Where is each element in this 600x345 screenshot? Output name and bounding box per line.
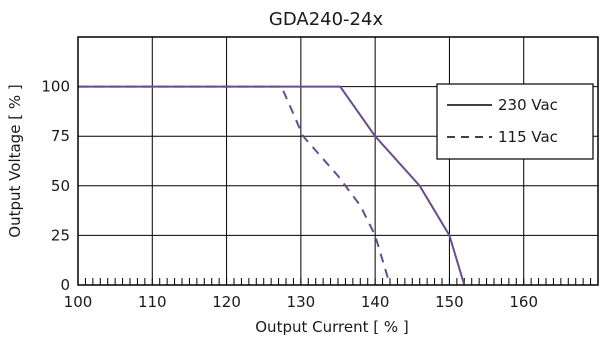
x-tick-label: 150 (435, 293, 464, 311)
y-tick-labels: 0 25 50 75 100 (41, 78, 70, 294)
legend-label-230vac: 230 Vac (498, 96, 558, 114)
x-tick-label: 160 (509, 293, 538, 311)
minor-ticks (84, 278, 592, 285)
legend-label-115vac: 115 Vac (498, 128, 558, 146)
y-tick-label: 25 (51, 226, 70, 244)
y-tick-label: 100 (41, 78, 70, 96)
x-tick-label: 120 (212, 293, 241, 311)
x-tick-label: 130 (287, 293, 316, 311)
x-tick-label: 140 (361, 293, 390, 311)
series-line-230vac (78, 85, 466, 286)
series-lines (78, 85, 466, 286)
y-tick-label: 75 (51, 127, 70, 145)
chart-title: GDA240-24x (269, 9, 384, 30)
legend: 230 Vac 115 Vac (436, 83, 594, 160)
series-line-115vac (78, 85, 391, 286)
x-axis-label: Output Current [ % ] (255, 318, 408, 336)
y-axis-label: Output Voltage [ % ] (6, 84, 24, 237)
y-tick-label: 0 (60, 276, 70, 294)
y-tick-label: 50 (51, 177, 70, 195)
legend-box (436, 83, 594, 160)
plot-frame (77, 36, 599, 286)
x-tick-label: 100 (64, 293, 93, 311)
x-tick-label: 110 (138, 293, 167, 311)
x-tick-labels: 100 110 120 130 140 150 160 (64, 293, 538, 311)
grid (78, 37, 598, 285)
